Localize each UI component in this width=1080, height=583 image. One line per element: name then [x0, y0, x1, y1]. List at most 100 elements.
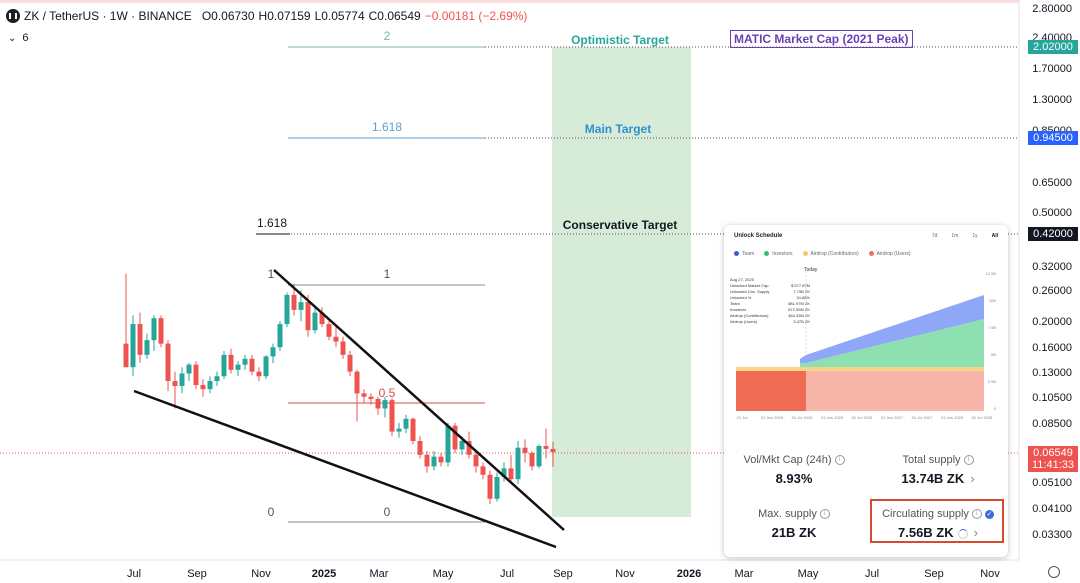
- candle-body[interactable]: [123, 343, 129, 368]
- candle-body[interactable]: [277, 324, 283, 348]
- candle-body[interactable]: [207, 381, 213, 390]
- legend-team[interactable]: Team: [734, 251, 754, 257]
- vol-mkt-stat: Vol/Mkt Cap (24h) i 8.93%: [724, 454, 864, 486]
- candle-body[interactable]: [193, 364, 199, 386]
- candle-body[interactable]: [361, 393, 367, 397]
- candle-body[interactable]: [214, 376, 220, 382]
- candle-body[interactable]: [305, 302, 311, 331]
- candle-body[interactable]: [172, 381, 178, 387]
- candle-body[interactable]: [508, 468, 514, 480]
- candle-body[interactable]: [375, 398, 381, 409]
- candle-body[interactable]: [263, 356, 269, 377]
- wedge-lower-line: [133, 389, 557, 549]
- candle-body[interactable]: [466, 440, 472, 455]
- candle-body[interactable]: [403, 418, 409, 429]
- chevron-down-icon[interactable]: ⌄: [8, 32, 17, 44]
- candle-body[interactable]: [270, 347, 276, 357]
- time-tick-label: Jul: [864, 568, 880, 580]
- total-supply-value: 13.74B ZK: [901, 471, 965, 486]
- tab-all[interactable]: All: [991, 233, 998, 239]
- circ-supply-stat[interactable]: Circulating supply i ✓ 7.56B ZK ›: [868, 508, 1008, 540]
- candle-body[interactable]: [529, 453, 535, 467]
- candle-body[interactable]: [200, 385, 206, 390]
- candle-body[interactable]: [522, 447, 528, 453]
- tab-7d[interactable]: 7d: [931, 233, 938, 239]
- candle-body[interactable]: [515, 447, 521, 480]
- tooltip-value: 872.39M ZK: [788, 307, 810, 312]
- tooltip-key: Unlocked Circ. Supply: [730, 289, 770, 294]
- candle-body[interactable]: [410, 418, 416, 441]
- legend-airdrop-contributors[interactable]: Airdrop (Contributors): [802, 251, 859, 257]
- candle-body[interactable]: [389, 400, 395, 432]
- candle-body[interactable]: [298, 302, 304, 310]
- candle-body[interactable]: [417, 440, 423, 455]
- candle-body[interactable]: [137, 324, 143, 355]
- candle-body[interactable]: [396, 428, 402, 432]
- unlock-x-tick: 01 Jul 2026: [852, 415, 873, 420]
- candle-body[interactable]: [235, 364, 241, 370]
- candle-body[interactable]: [130, 324, 136, 368]
- symbol-header: ZK / TetherUS · 1W · BINANCE O0.06730 H0…: [6, 9, 527, 23]
- candle-body[interactable]: [452, 425, 458, 450]
- candle-body[interactable]: [340, 341, 346, 355]
- candle-body[interactable]: [186, 364, 192, 374]
- candle-body[interactable]: [256, 371, 262, 377]
- candle-body[interactable]: [291, 294, 297, 310]
- fib-label-1-left: 1: [267, 267, 275, 281]
- legend-investors[interactable]: Investors: [764, 251, 793, 257]
- candle-body[interactable]: [494, 476, 500, 499]
- chevron-right-icon[interactable]: ›: [973, 525, 978, 540]
- unlock-area-chart: 12.5B 10B 7.5B 5B 2.5B 0 01 Jul 01 Jan 2025 01 …: [736, 271, 997, 420]
- candle-body[interactable]: [445, 425, 451, 463]
- tab-1y[interactable]: 1y: [972, 233, 978, 239]
- candle-body[interactable]: [382, 400, 388, 409]
- unlock-x-tick: 01 Jan 2025: [761, 415, 784, 420]
- candle-body[interactable]: [354, 371, 360, 394]
- total-supply-stat[interactable]: Total supply i 13.74B ZK ›: [868, 454, 1008, 486]
- candle-body[interactable]: [158, 318, 164, 344]
- candle-body[interactable]: [326, 324, 332, 337]
- candle-body[interactable]: [473, 454, 479, 467]
- info-icon[interactable]: i: [963, 455, 974, 466]
- candle-body[interactable]: [242, 358, 248, 365]
- candle-body[interactable]: [501, 468, 507, 477]
- max-supply-stat: Max. supply i 21B ZK: [724, 508, 864, 540]
- info-icon[interactable]: i: [819, 509, 830, 520]
- info-icon[interactable]: i: [971, 509, 982, 520]
- candle-body[interactable]: [151, 318, 157, 341]
- optimistic-target-label: Optimistic Target: [571, 33, 669, 47]
- price-tick-label: 0.26000: [1032, 285, 1072, 297]
- indicators-toggle[interactable]: ⌄ 6: [8, 32, 29, 44]
- symbol-title[interactable]: ZK / TetherUS · 1W · BINANCE: [24, 9, 192, 23]
- candle-body[interactable]: [536, 445, 542, 467]
- tab-1m[interactable]: 1m: [951, 233, 959, 239]
- candle-body[interactable]: [312, 312, 318, 331]
- chevron-right-icon[interactable]: ›: [970, 471, 975, 486]
- candle-body[interactable]: [144, 340, 150, 355]
- candle-body[interactable]: [431, 456, 437, 467]
- info-icon[interactable]: i: [834, 455, 845, 466]
- candle-body[interactable]: [179, 373, 185, 387]
- candle-body[interactable]: [228, 354, 234, 370]
- candle-body[interactable]: [284, 294, 290, 325]
- candle-body[interactable]: [165, 343, 171, 382]
- candle-body[interactable]: [249, 358, 255, 372]
- tooltip-key: Unlocked %: [730, 295, 752, 300]
- candle-body[interactable]: [333, 336, 339, 342]
- settings-gear-icon[interactable]: [1048, 566, 1060, 578]
- candle-body[interactable]: [480, 466, 486, 475]
- candle-body[interactable]: [438, 456, 444, 463]
- price-tag: 0.94500: [1028, 131, 1078, 145]
- candle-body[interactable]: [487, 474, 493, 499]
- candle-body[interactable]: [368, 396, 374, 399]
- candle-body[interactable]: [543, 445, 549, 449]
- candle-body[interactable]: [459, 440, 465, 450]
- legend-airdrop-users[interactable]: Airdrop (Users): [868, 251, 911, 257]
- candle-body[interactable]: [319, 312, 325, 325]
- price-tag: 11:41:33: [1028, 458, 1078, 472]
- candle-body[interactable]: [550, 448, 556, 453]
- candle-body[interactable]: [424, 454, 430, 467]
- candle-body[interactable]: [221, 354, 227, 377]
- candle-body[interactable]: [347, 354, 353, 372]
